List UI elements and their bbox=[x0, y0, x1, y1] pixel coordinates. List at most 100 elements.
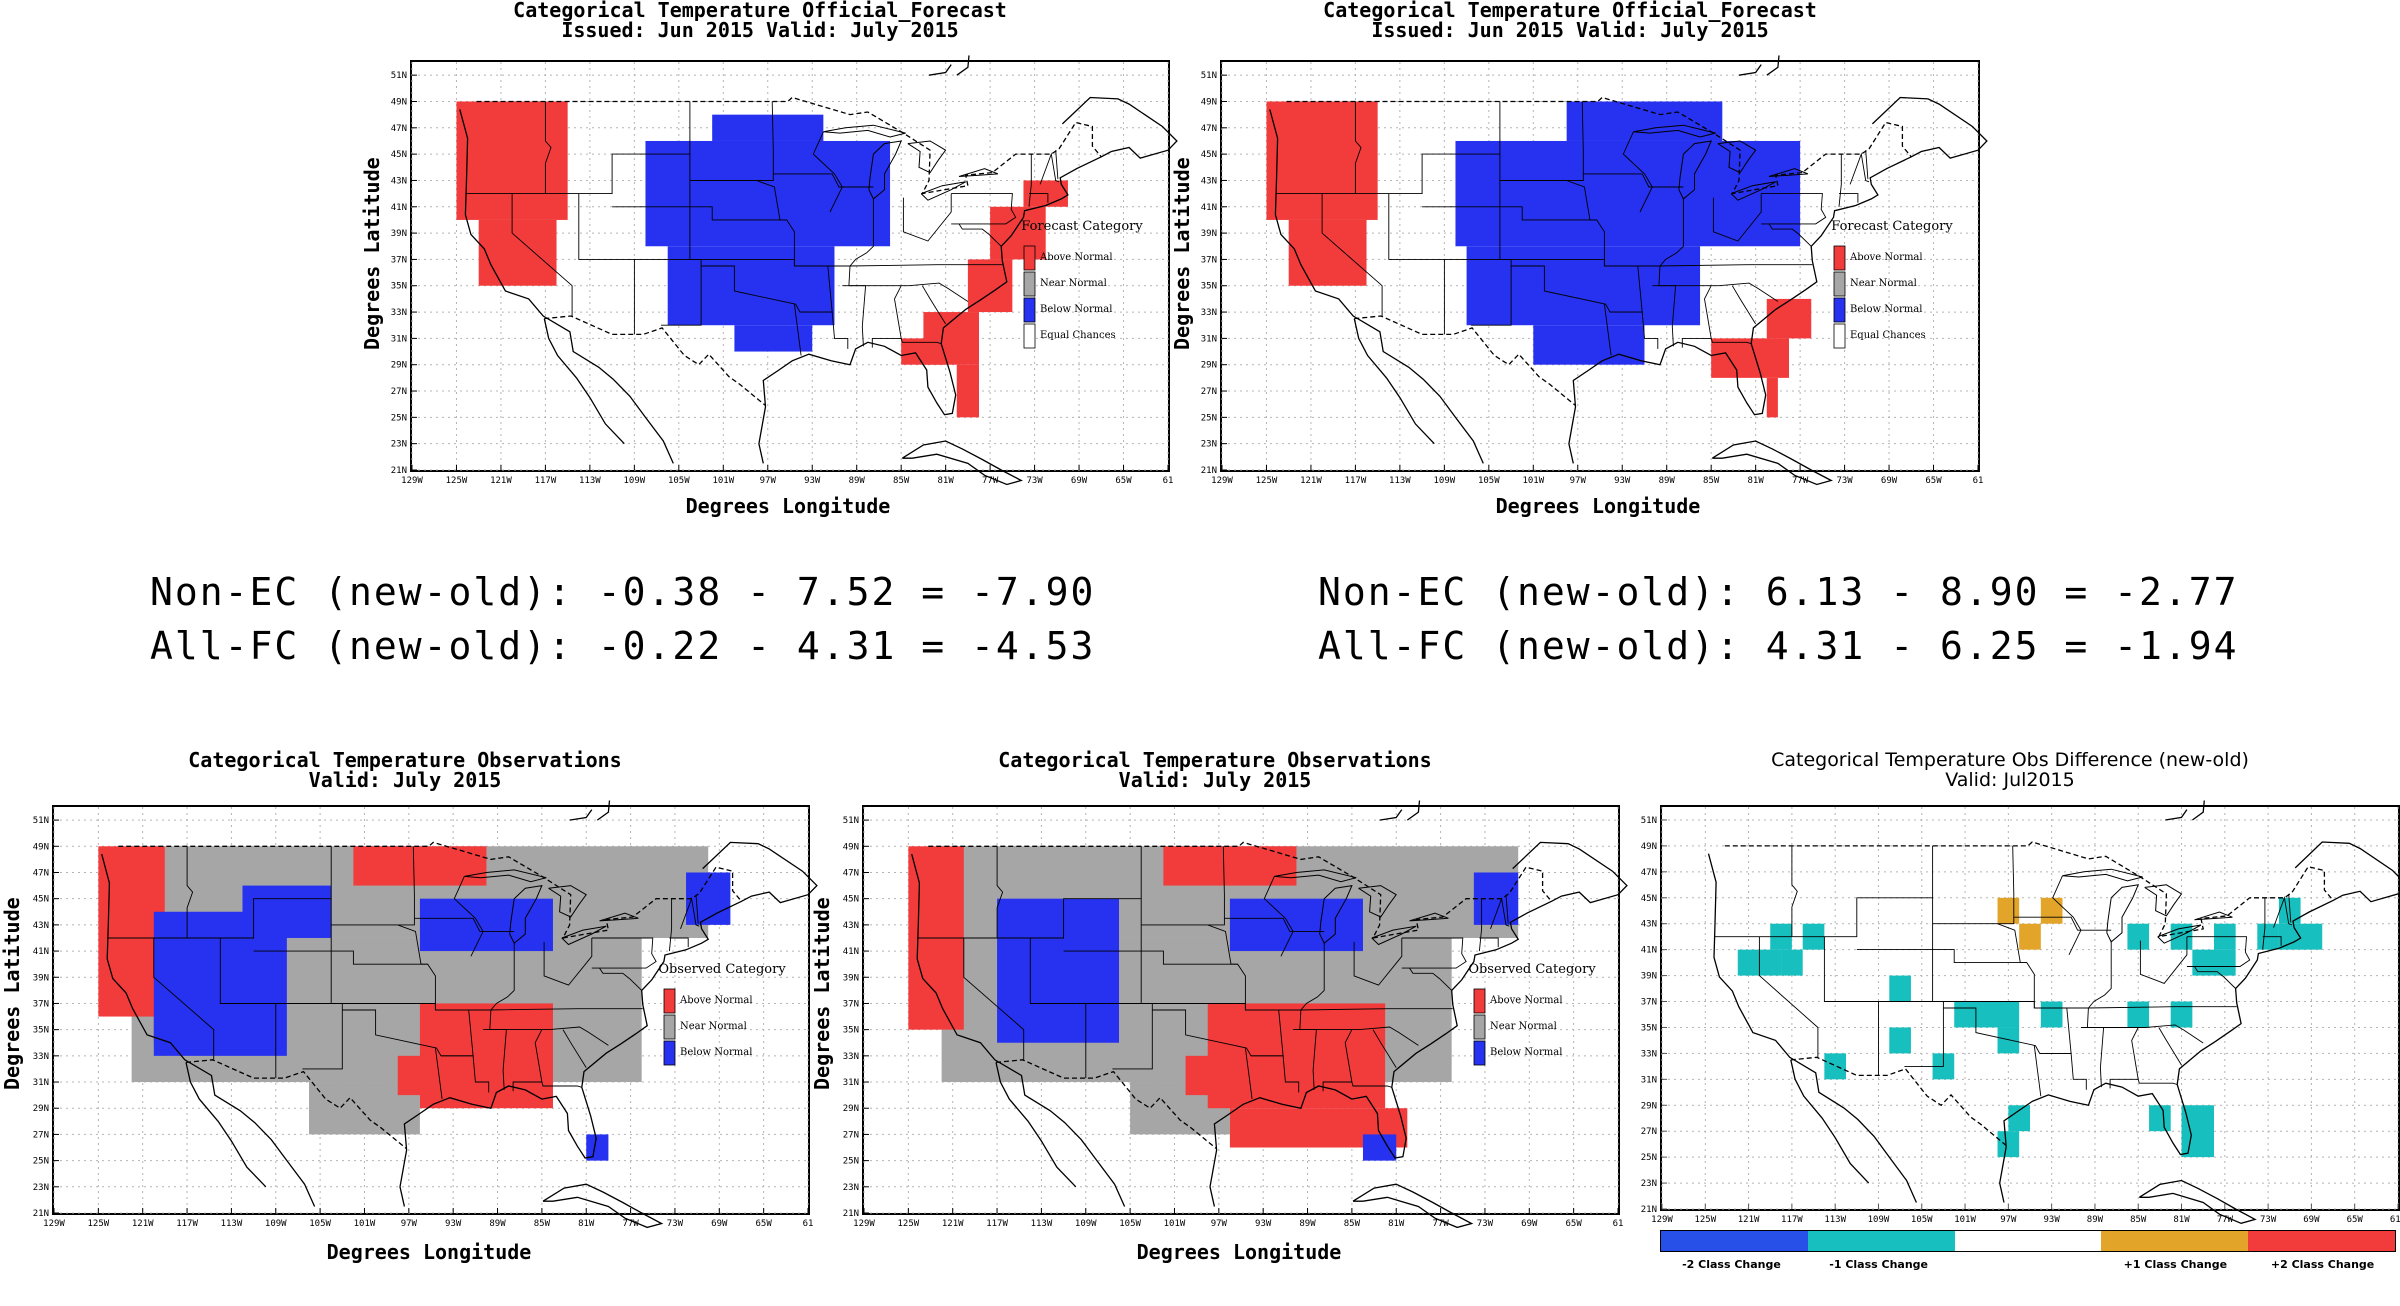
panel-subtitle: Issued: Jun 2015 Valid: July 2015 bbox=[1371, 18, 1769, 42]
color-key-label: -1 Class Change bbox=[1829, 1258, 1928, 1271]
lon-tick-label: 101W bbox=[712, 476, 734, 486]
lon-tick-label: 109W bbox=[1075, 1219, 1097, 1229]
lon-tick-label: 113W bbox=[579, 476, 601, 486]
state-boundary bbox=[1839, 193, 1859, 203]
lat-tick-label: 45N bbox=[1201, 150, 1217, 160]
lon-tick-label: 89W bbox=[489, 1219, 506, 1229]
great-lake-outline bbox=[464, 869, 547, 883]
panel-title: Categorical Temperature Official_Forecas… bbox=[513, 0, 1007, 22]
category-cell-above bbox=[478, 219, 557, 286]
lat-tick-label: 21N bbox=[1201, 466, 1217, 476]
lon-tick-label: 69W bbox=[1071, 476, 1088, 486]
x-axis-label: Degrees Longitude bbox=[1495, 494, 1701, 518]
lon-tick-label: 61W bbox=[2390, 1215, 2400, 1225]
lon-tick-label: 117W bbox=[176, 1219, 198, 1229]
state-boundary bbox=[2033, 1045, 2042, 1097]
observation-difference-panel: Categorical Temperature Obs Difference (… bbox=[1620, 750, 2400, 1290]
lat-tick-label: 39N bbox=[1201, 229, 1217, 239]
hudson-bay-outline bbox=[1766, 55, 1780, 76]
category-legend: Forecast Category Above Normal Near Normal… bbox=[1831, 219, 1953, 349]
lon-tick-label: 65W bbox=[756, 1219, 773, 1229]
x-axis-label: Degrees Longitude bbox=[685, 494, 891, 518]
canada-border bbox=[118, 841, 742, 939]
category-cell-below bbox=[686, 872, 731, 925]
color-key-swatch-zero bbox=[1954, 1231, 2102, 1251]
lat-tick-label: 25N bbox=[33, 1157, 49, 1167]
state-boundary bbox=[219, 938, 277, 1079]
lon-tick-label: 117W bbox=[1345, 476, 1367, 486]
map-frame: 51N 49N 47N 45N 43N 41N 39N 37N 35N 33N 31N 29N 27N 2… bbox=[33, 800, 818, 1229]
lon-tick-label: 109W bbox=[265, 1219, 287, 1229]
great-lake-outline bbox=[823, 124, 906, 138]
state-boundary bbox=[1388, 193, 1445, 335]
category-cell-below bbox=[1566, 101, 1723, 141]
state-boundary bbox=[634, 258, 1003, 267]
category-cell-below bbox=[1362, 1134, 1397, 1161]
lat-tick-label: 23N bbox=[391, 440, 407, 450]
state-boundary bbox=[1063, 950, 1238, 965]
state-boundary bbox=[1731, 285, 1756, 325]
lat-tick-label: 33N bbox=[1641, 1049, 1657, 1059]
great-lake-outline bbox=[1717, 140, 1757, 174]
state-boundary bbox=[1838, 154, 1842, 207]
category-cell-minus1 bbox=[2127, 1001, 2150, 1028]
state-boundary bbox=[800, 265, 833, 313]
lat-tick-label: 29N bbox=[1201, 361, 1217, 371]
state-boundary bbox=[397, 924, 436, 1010]
stats-line: Non-EC (new-old): -0.38 - 7.52 = -7.90 bbox=[150, 570, 1096, 614]
state-boundary bbox=[871, 285, 902, 348]
category-cell-below bbox=[419, 898, 553, 952]
state-boundary bbox=[958, 223, 1002, 247]
legend-title: Forecast Category bbox=[1831, 219, 1953, 234]
panel-title: Categorical Temperature Observations bbox=[998, 748, 1432, 772]
legend-label: Near Normal bbox=[1040, 278, 1107, 289]
category-cell-plus1 bbox=[2019, 923, 2041, 950]
lon-tick-label: 89W bbox=[1299, 1219, 1316, 1229]
state-boundary bbox=[689, 101, 774, 181]
state-boundary bbox=[1444, 258, 1813, 267]
lon-tick-label: 105W bbox=[1119, 1219, 1141, 1229]
category-cell-below bbox=[645, 140, 891, 247]
category-cell-above bbox=[1288, 219, 1367, 286]
james-bay-outline bbox=[1738, 64, 1762, 76]
lat-tick-label: 41N bbox=[843, 947, 859, 957]
state-boundary bbox=[1029, 193, 1049, 203]
state-boundary bbox=[1505, 894, 1509, 924]
lon-tick-label: 129W bbox=[401, 476, 423, 486]
lat-tick-label: 39N bbox=[391, 229, 407, 239]
lat-tick-label: 47N bbox=[391, 124, 407, 134]
panel-subtitle: Valid: Jul2015 bbox=[1945, 769, 2075, 791]
lat-tick-label: 23N bbox=[1201, 440, 1217, 450]
state-boundary bbox=[848, 197, 874, 347]
state-boundary bbox=[1856, 949, 2027, 964]
lon-tick-label: 69W bbox=[1881, 476, 1898, 486]
lon-tick-label: 89W bbox=[2087, 1215, 2104, 1225]
lon-tick-label: 77W bbox=[622, 1219, 639, 1229]
state-boundary bbox=[1823, 936, 1879, 1076]
mexico-border bbox=[995, 1059, 1218, 1150]
lon-tick-label: 73W bbox=[1026, 476, 1043, 486]
lat-tick-label: 27N bbox=[33, 1130, 49, 1140]
state-boundary bbox=[1478, 898, 1483, 952]
lon-tick-label: 73W bbox=[2260, 1215, 2277, 1225]
legend-swatch-equal bbox=[1833, 323, 1846, 349]
state-boundary bbox=[2013, 916, 2112, 931]
state-boundary bbox=[434, 1047, 443, 1100]
east-coastline bbox=[1568, 96, 1988, 464]
category-cell-below bbox=[667, 246, 835, 326]
state-boundary bbox=[414, 917, 515, 932]
category-cell-above bbox=[397, 1055, 431, 1096]
category-cell-minus1 bbox=[1954, 1001, 2020, 1028]
lat-tick-label: 47N bbox=[843, 868, 859, 878]
state-boundary bbox=[996, 846, 1004, 938]
category-cell-below bbox=[242, 885, 332, 938]
category-cell-below bbox=[997, 898, 1120, 1043]
lon-tick-label: 85W bbox=[2130, 1215, 2147, 1225]
lon-tick-label: 93W bbox=[445, 1219, 462, 1229]
great-lake-outline bbox=[2144, 884, 2183, 917]
lon-tick-label: 129W bbox=[1211, 476, 1233, 486]
cuba-outline bbox=[542, 1183, 664, 1229]
great-lake-outline bbox=[1768, 168, 1809, 177]
lat-tick-label: 27N bbox=[1201, 387, 1217, 397]
lon-tick-label: 121W bbox=[132, 1219, 154, 1229]
